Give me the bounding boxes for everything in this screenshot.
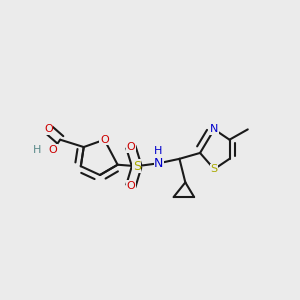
Text: O: O <box>127 142 135 152</box>
Text: O: O <box>44 124 53 134</box>
Text: H: H <box>33 145 42 155</box>
Text: N: N <box>154 157 164 170</box>
Text: S: S <box>211 164 218 174</box>
Text: O: O <box>100 135 109 145</box>
Text: O: O <box>127 181 135 191</box>
Text: N: N <box>210 124 218 134</box>
Text: O: O <box>49 145 57 155</box>
Text: S: S <box>133 160 141 173</box>
Text: H: H <box>154 146 162 156</box>
